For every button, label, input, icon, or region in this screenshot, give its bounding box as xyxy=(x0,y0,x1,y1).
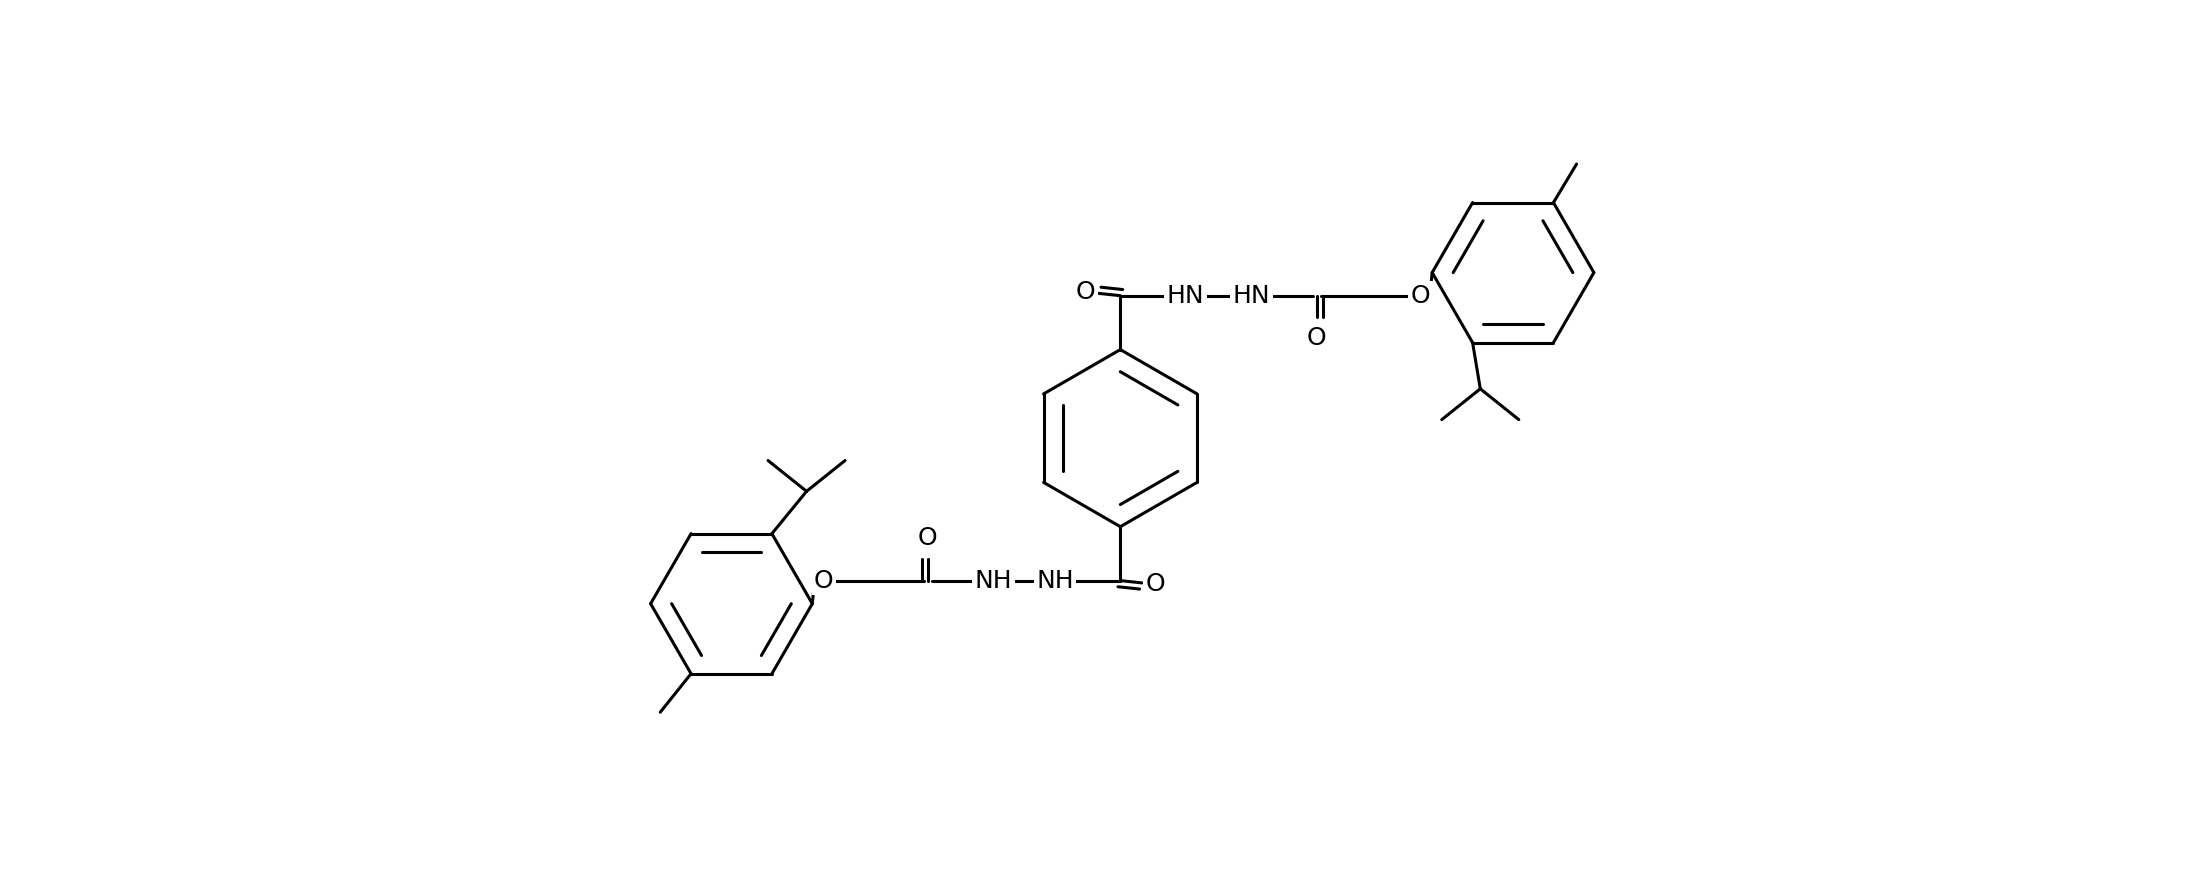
Text: O: O xyxy=(1410,284,1430,308)
Text: O: O xyxy=(1307,326,1327,350)
Text: O: O xyxy=(1076,280,1095,304)
Text: HN: HN xyxy=(1167,284,1204,308)
Text: HN: HN xyxy=(1233,284,1270,308)
Text: NH: NH xyxy=(975,568,1012,592)
Text: O: O xyxy=(1145,573,1165,597)
Text: O: O xyxy=(813,568,833,592)
Text: NH: NH xyxy=(1036,568,1073,592)
Text: O: O xyxy=(918,526,938,550)
